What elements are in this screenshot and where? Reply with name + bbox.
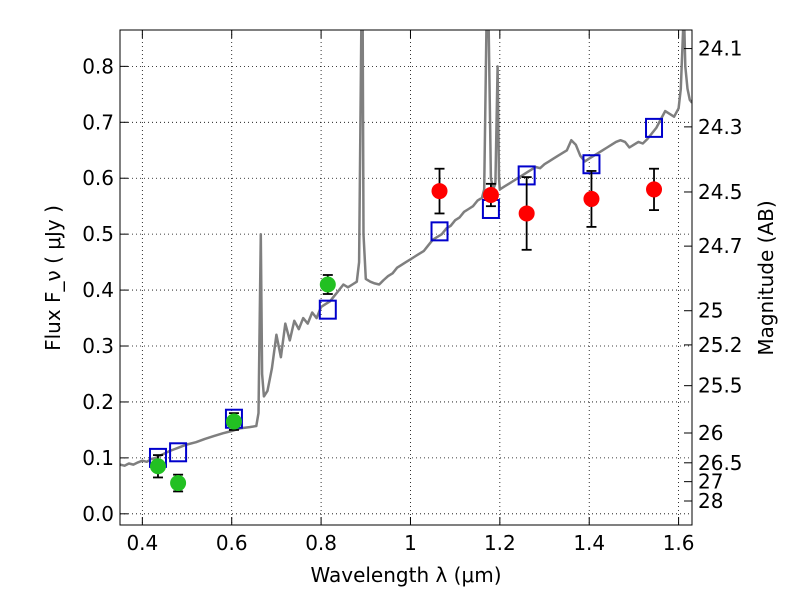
plot-frame [119, 29, 693, 526]
grid-lines [120, 30, 692, 525]
mag-tick-label: 25.5 [698, 374, 743, 398]
plot-area [120, 30, 692, 493]
y-tick-label: 0.0 [82, 502, 114, 526]
y-tick-label: 0.7 [82, 110, 114, 134]
nir-data-point [646, 181, 663, 198]
mag-tick-label: 24.1 [698, 37, 743, 61]
y-tick-label: 0.1 [82, 446, 114, 470]
mag-tick-label: 28 [698, 489, 723, 513]
nir-data-point [431, 183, 448, 200]
y-tick-label: 0.4 [82, 278, 114, 302]
y-tick-label: 0.3 [82, 334, 114, 358]
x-tick-label: 1 [404, 531, 417, 555]
x-tick-label: 0.6 [216, 531, 248, 555]
nir-data-point [482, 187, 499, 203]
model-photometry-square [430, 221, 449, 242]
nir-data-point [518, 205, 535, 222]
mag-tick-label: 26 [698, 421, 723, 445]
model-photometry-square [318, 299, 337, 320]
y-tick-label: 0.6 [82, 166, 114, 190]
x-tick-label: 1.2 [484, 531, 516, 555]
mag-tick-label: 26.5 [698, 451, 743, 475]
y-axis-label: Flux F_ν ( μJy ) [41, 205, 65, 351]
y-tick-label: 0.5 [82, 222, 114, 246]
mag-tick-label: 24.5 [698, 180, 743, 204]
optical-data-point [170, 475, 187, 492]
axis-ticks [120, 30, 692, 525]
x-tick-label: 0.4 [126, 531, 158, 555]
model-photometry-square [645, 117, 664, 138]
tick-labels: 0.4 0.6 0.8 1 1.2 1.4 1.6 0.0 0.1 0.2 0.3 0.4 0.5 0.6… [82, 37, 742, 555]
y-axis-right-label: Magnitude (AB) [754, 200, 778, 355]
spectrum-line [120, 30, 692, 467]
y-tick-label: 0.2 [82, 390, 114, 414]
x-tick-label: 1.4 [573, 531, 605, 555]
mag-tick-label: 24.7 [698, 234, 743, 258]
optical-data-point [149, 458, 166, 475]
x-tick-label: 0.8 [305, 531, 337, 555]
x-tick-label: 1.6 [663, 531, 695, 555]
nir-data-point [583, 190, 600, 207]
mag-tick-label: 25.2 [698, 333, 743, 357]
y-tick-label: 0.8 [82, 54, 114, 78]
x-axis-label: Wavelength λ (μm) [310, 563, 501, 587]
mag-tick-label: 24.3 [698, 115, 743, 139]
mag-tick-label: 27 [698, 470, 723, 494]
optical-data-point [225, 413, 242, 430]
mag-tick-label: 25 [698, 299, 723, 323]
model-photometry-square [169, 442, 188, 463]
optical-data-point [319, 276, 336, 293]
